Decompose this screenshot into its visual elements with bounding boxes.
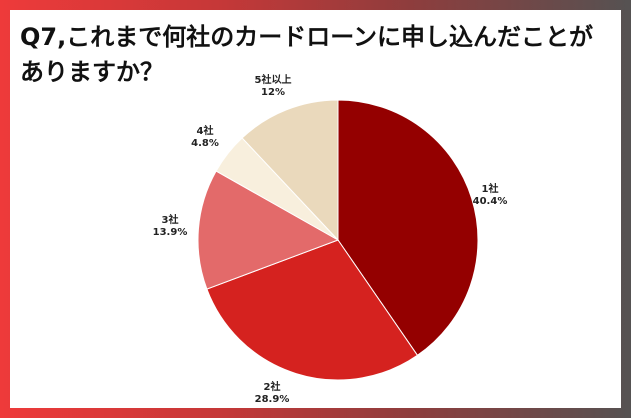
slice-label-2: 2社 bbox=[264, 380, 281, 393]
slice-label-4: 4社 bbox=[197, 124, 214, 137]
slice-value-4: 4.8% bbox=[191, 138, 219, 149]
slice-label-5: 5社以上 bbox=[255, 73, 292, 86]
slice-value-2: 28.9% bbox=[255, 394, 290, 405]
slice-value-3: 13.9% bbox=[153, 227, 188, 238]
slice-value-5: 12% bbox=[261, 87, 285, 98]
slice-label-1: 1社 bbox=[482, 182, 499, 195]
pie-slice-1 bbox=[337, 99, 479, 356]
slice-label-3: 3社 bbox=[162, 213, 179, 226]
chart-card: Q7,これまで何社のカードローンに申し込んだことがありますか？ 1社 40.4% 2… bbox=[10, 10, 621, 408]
pie-slice-5 bbox=[241, 99, 339, 242]
chart-title: Q7,これまで何社のカードローンに申し込んだことがありますか？ bbox=[20, 23, 594, 86]
pie-slices bbox=[197, 99, 479, 381]
pie-slice-3 bbox=[197, 170, 340, 290]
slice-value-1: 40.4% bbox=[473, 196, 508, 207]
pie-slice-2 bbox=[206, 239, 419, 381]
